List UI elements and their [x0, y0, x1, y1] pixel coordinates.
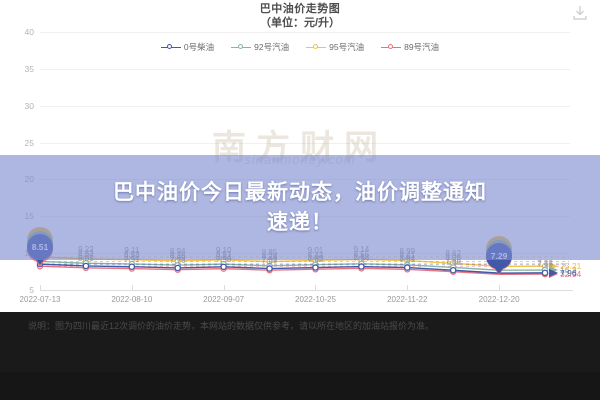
y-axis-tick-label: 35 — [24, 63, 34, 74]
x-axis-tick — [131, 285, 133, 290]
x-axis-line — [40, 290, 573, 291]
x-axis-tick-label: 2022-11-22 — [387, 295, 428, 304]
data-label: 7.69 — [261, 256, 278, 266]
series-end-label: 32.94 — [560, 269, 582, 280]
gridline — [40, 105, 570, 107]
x-axis-tick-label: 2022-12-20 — [478, 295, 520, 304]
y-axis-tick-label: 40 — [24, 27, 34, 37]
legend-swatch-icon — [231, 43, 252, 52]
gridline — [40, 142, 570, 144]
legend-swatch-icon — [160, 43, 181, 52]
legend-item-3[interactable]: 89号汽油 — [381, 41, 439, 53]
data-label: 7.76 — [169, 255, 186, 265]
overlay-banner: 巴中油价今日最新动态，油价调整通知 速递！ — [0, 155, 600, 260]
gridline — [40, 32, 570, 33]
x-axis-tick — [223, 285, 225, 290]
x-axis-tick — [315, 285, 317, 290]
y-axis-tick-label: 25 — [24, 137, 34, 148]
legend-item-2[interactable]: 95号汽油 — [306, 41, 364, 53]
data-label-last: 7.16 — [537, 260, 553, 270]
download-icon[interactable] — [572, 5, 588, 21]
x-axis-tick — [40, 285, 41, 290]
overlay-line-2: 速递！ — [267, 210, 333, 234]
overlay-line-1: 巴中油价今日最新动态，油价调整通知 — [113, 180, 487, 204]
legend-label: 0号柴油 — [183, 42, 215, 52]
series-end-label: 7.96 — [560, 267, 577, 278]
data-label: 7.48 — [445, 257, 461, 267]
legend-item-1[interactable]: 92号汽油 — [231, 41, 289, 53]
chart-subtitle: （单位：元/升） — [259, 17, 341, 29]
x-axis-tick — [407, 285, 409, 290]
legend-item-0[interactable]: 0号柴油 — [160, 41, 215, 53]
legend-swatch-icon — [381, 43, 402, 52]
series-end-label: 16.3 — [560, 265, 577, 276]
x-axis-tick-label: 2022-09-07 — [203, 295, 245, 304]
legend-swatch-icon — [306, 43, 327, 52]
data-label: 7.68 — [445, 256, 461, 266]
chart-title: 巴中油价走势图 — [259, 3, 341, 15]
legend-label: 95号汽油 — [329, 42, 365, 52]
gridline — [40, 68, 570, 70]
x-axis-tick — [499, 285, 501, 290]
x-axis-tick-label: 2022-08-10 — [111, 295, 153, 304]
legend-label: 89号汽油 — [404, 42, 440, 52]
data-label-last: 7.33 — [537, 258, 553, 268]
x-axis-tick-label: 2022-10-25 — [294, 295, 336, 304]
legend-label: 92号汽油 — [254, 42, 290, 52]
series-end-label: 25.21 — [560, 261, 582, 272]
y-axis-tick-label: 5 — [29, 285, 34, 295]
y-axis-tick-label: 30 — [24, 100, 34, 111]
footnote: 说明：图为四川最近12次调价的油价走势，本网站的数据仅供参考，请以所在地区的加油… — [0, 312, 600, 372]
chart-legend: 0号柴油 92号汽油 95号汽油 89号汽油 — [0, 41, 600, 53]
x-axis-tick-label: 2022-07-13 — [19, 295, 61, 304]
